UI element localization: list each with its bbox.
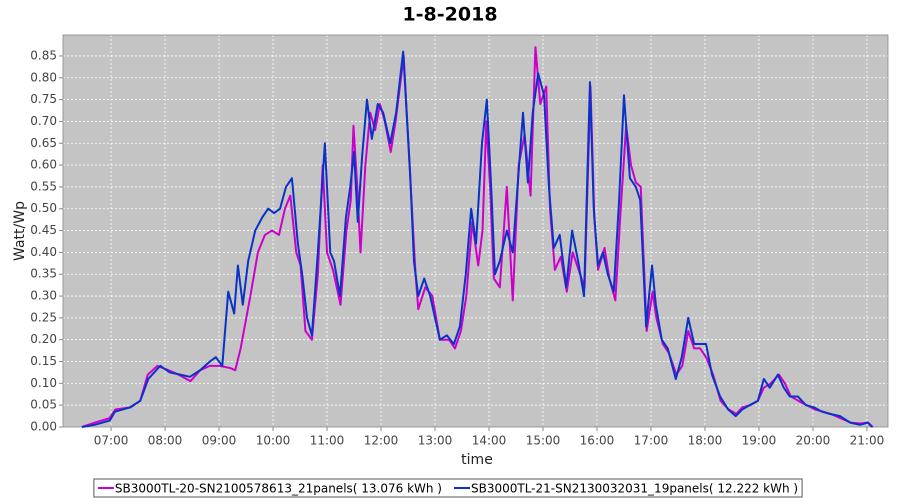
x-tick-label: 08:00 <box>148 434 183 448</box>
y-tick-label: 0.20 <box>30 332 57 346</box>
x-tick-label: 09:00 <box>202 434 237 448</box>
y-tick-label: 0.25 <box>30 310 57 324</box>
x-tick-label: 21:00 <box>850 434 885 448</box>
legend: SB3000TL-20-SN2100578613_21panels( 13.07… <box>93 478 803 498</box>
y-tick-label: 0.00 <box>30 420 57 434</box>
y-tick-label: 0.40 <box>30 245 57 259</box>
y-tick-label: 0.35 <box>30 267 57 281</box>
plot-area <box>63 35 888 427</box>
x-tick-label: 19:00 <box>742 434 777 448</box>
y-tick-label: 0.15 <box>30 354 57 368</box>
y-tick-label: 0.30 <box>30 289 57 303</box>
legend-label: SB3000TL-20-SN2100578613_21panels( 13.07… <box>115 482 442 496</box>
x-tick-label: 16:00 <box>580 434 615 448</box>
y-tick-label: 0.50 <box>30 201 57 215</box>
x-tick-label: 17:00 <box>634 434 669 448</box>
x-tick-label: 14:00 <box>472 434 507 448</box>
y-tick-label: 0.85 <box>30 48 57 62</box>
x-tick-label: 10:00 <box>256 434 291 448</box>
y-tick-label: 0.75 <box>30 92 57 106</box>
series-line <box>81 50 873 428</box>
y-tick-label: 0.05 <box>30 398 57 412</box>
y-tick-label: 0.80 <box>30 70 57 84</box>
x-tick-label: 11:00 <box>310 434 345 448</box>
x-tick-label: 12:00 <box>364 434 399 448</box>
x-axis-title: time <box>461 452 493 468</box>
x-tick-label: 07:00 <box>94 434 129 448</box>
legend-box <box>93 478 803 498</box>
y-axis-title: Watt/Wp <box>12 201 28 261</box>
plot-border <box>62 34 889 428</box>
y-tick-label: 0.65 <box>30 136 57 150</box>
y-tick-label: 0.10 <box>30 376 57 390</box>
x-tick-label: 20:00 <box>796 434 831 448</box>
legend-label: SB3000TL-21-SN2130032031_19panels( 12.22… <box>471 482 798 496</box>
y-tick-label: 0.55 <box>30 179 57 193</box>
y-tick-label: 0.70 <box>30 114 57 128</box>
x-tick-label: 15:00 <box>526 434 561 448</box>
y-tick-label: 0.45 <box>30 223 57 237</box>
x-tick-label: 18:00 <box>688 434 723 448</box>
y-tick-label: 0.60 <box>30 158 57 172</box>
chart-title: 1-8-2018 <box>402 4 497 26</box>
x-tick-label: 13:00 <box>418 434 453 448</box>
